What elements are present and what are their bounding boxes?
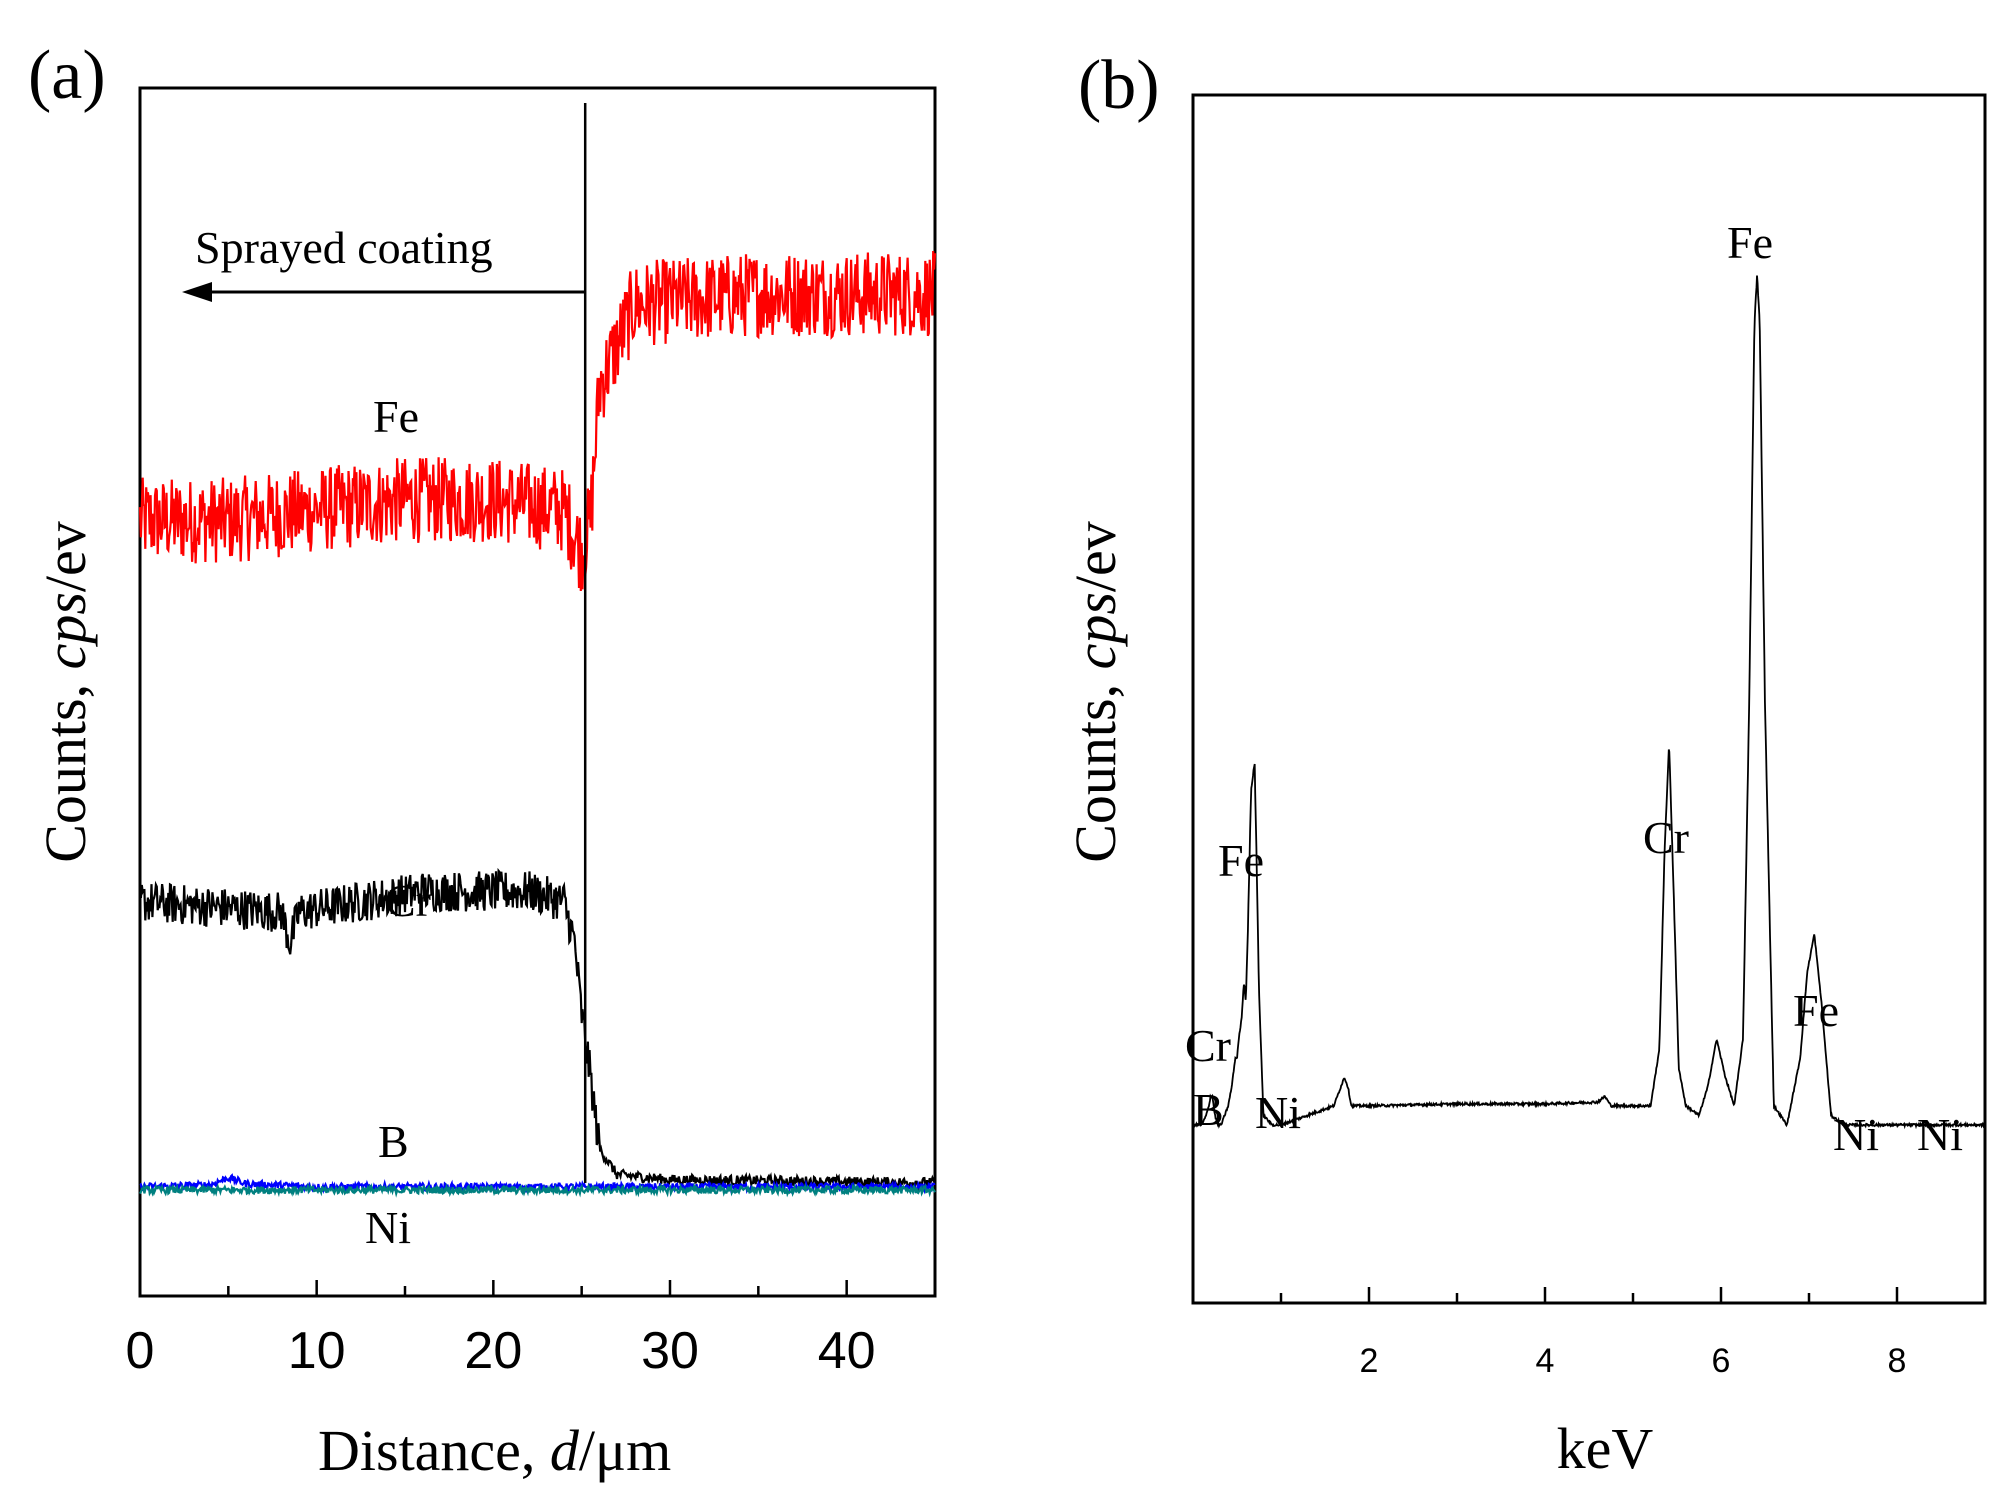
sprayed-coating-annotation: Sprayed coating: [182, 222, 585, 302]
label-cr: Cr: [385, 875, 431, 926]
panel-b-plot-frame: [1191, 93, 1987, 1305]
x-tick-label-0: 0: [126, 1322, 155, 1380]
x-tick-label-10: 10: [288, 1322, 346, 1380]
x-tick-label-8: 8: [1888, 1342, 1907, 1380]
sprayed-coating-arrow-head: [182, 282, 212, 302]
panel-a-series-group: [138, 250, 937, 1198]
x-tick-label-6: 6: [1712, 1342, 1731, 1380]
spectrum-line: [1192, 275, 1986, 1130]
panel-b-y-axis-title: Counts, cps/ev: [1063, 521, 1128, 863]
peak-label-fe-main: Fe: [1727, 217, 1773, 268]
series-line-ni: [139, 1182, 936, 1198]
x-tick-label-20: 20: [464, 1322, 522, 1380]
label-fe: Fe: [373, 391, 419, 442]
panel-a-y-axis-title: Counts, cps/ev: [33, 521, 98, 863]
label-b: B: [378, 1116, 409, 1167]
panel-a-plot-frame: [138, 86, 937, 1298]
peak-label-cr-l: Cr: [1185, 1020, 1231, 1071]
panel-a-x-axis-title: Distance, d/μm: [318, 1418, 671, 1483]
panel-b-x-axis: 2 4 6 8: [1279, 1287, 1987, 1380]
peak-label-b: B: [1193, 1084, 1224, 1135]
panel-b-label: (b): [1078, 47, 1160, 124]
peak-label-ni-l: Ni: [1255, 1087, 1301, 1138]
peak-label-fe-kb: Fe: [1793, 985, 1839, 1036]
series-line-cr: [138, 867, 937, 1192]
sprayed-coating-text: Sprayed coating: [195, 222, 493, 273]
panel-b-x-axis-title: keV: [1557, 1416, 1654, 1481]
chart-panel-b: (b) 2 4 6 8 Fe Cr Fe Fe Cr B Ni Ni Ni keV C…: [1063, 47, 1987, 1481]
x-tick-label-30: 30: [641, 1322, 699, 1380]
peak-label-ni-kb: Ni: [1917, 1109, 1963, 1160]
peak-label-ni-ka: Ni: [1833, 1109, 1879, 1160]
panel-a-label: (a): [28, 37, 106, 114]
series-line-fe: [138, 250, 937, 592]
x-tick-label-2: 2: [1360, 1342, 1379, 1380]
panel-b-series-group: [1192, 275, 1986, 1130]
x-tick-label-4: 4: [1536, 1342, 1555, 1380]
panel-a-x-axis: 0 10 20 30 40: [126, 1280, 876, 1380]
x-tick-label-40: 40: [818, 1322, 876, 1380]
chart-panel-a: (a) 0 10 20 30 40 Sprayed coating Fe Cr B Ni…: [28, 37, 937, 1483]
peak-label-cr-main: Cr: [1643, 812, 1689, 863]
peak-label-fe-l: Fe: [1218, 835, 1264, 886]
label-ni: Ni: [365, 1202, 411, 1253]
